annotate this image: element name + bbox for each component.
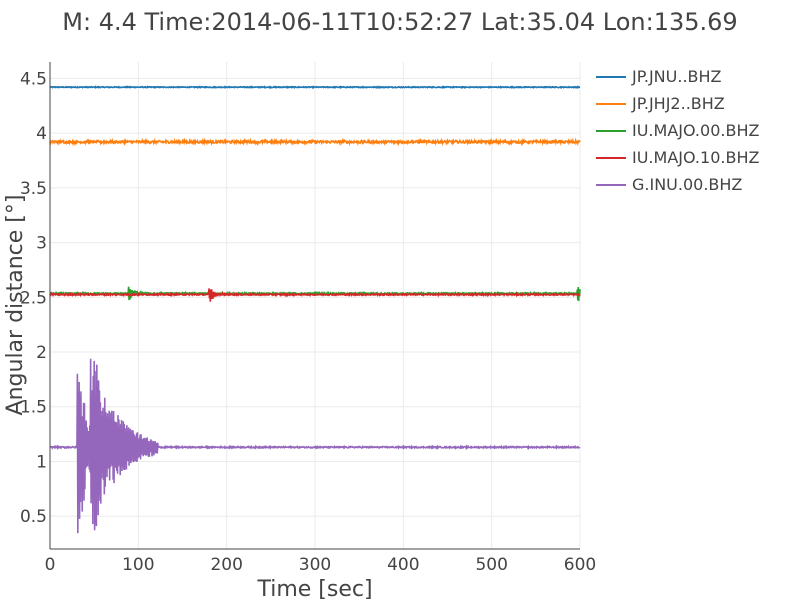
legend-label: IU.MAJO.00.BHZ (632, 121, 759, 140)
y-tick-label: 1 (36, 452, 47, 472)
legend-label: G.INU.00.BHZ (632, 175, 742, 194)
axes (49, 62, 580, 550)
trace-iu-majo-10-bhz (49, 288, 581, 302)
y-tick-label: 2 (36, 343, 47, 363)
trace-jp-jnu-bhz (49, 85, 581, 90)
x-tick-label: 300 (299, 555, 331, 575)
x-axis-label: Time [sec] (256, 577, 372, 600)
trace-iu-majo-00-bhz (49, 286, 581, 301)
y-tick-label: 3.5 (20, 179, 47, 199)
legend-item[interactable]: IU.MAJO.00.BHZ (596, 121, 759, 140)
gridlines (50, 62, 581, 549)
x-tick-label: 200 (210, 555, 242, 575)
legend-label: JP.JHJ2..BHZ (631, 94, 725, 113)
legend-item[interactable]: JP.JHJ2..BHZ (596, 94, 725, 113)
legend-item[interactable]: G.INU.00.BHZ (596, 175, 742, 194)
y-axis-label: Angular distance [°] (3, 195, 28, 416)
y-tick-label: 4 (36, 124, 47, 144)
chart-title: M: 4.4 Time:2014-06-11T10:52:27 Lat:35.0… (62, 8, 737, 36)
y-tick-label: 3 (36, 234, 47, 254)
x-tick-label: 400 (387, 555, 419, 575)
x-tick-labels: 0 100 200 300 400 500 600 (45, 555, 597, 575)
x-tick-label: 100 (122, 555, 154, 575)
legend-item[interactable]: IU.MAJO.10.BHZ (596, 148, 759, 167)
y-tick-label: 1.5 (20, 398, 47, 418)
trace-g-inu-00-bhz (49, 358, 581, 534)
y-tick-label: 4.5 (20, 69, 47, 89)
y-tick-label: 0.5 (20, 507, 47, 527)
traces (49, 85, 581, 534)
trace-jp-jhj2-bhz (49, 137, 581, 147)
legend: JP.JNU..BHZ JP.JHJ2..BHZ IU.MAJO.00.BHZ IU.… (596, 67, 759, 194)
legend-item[interactable]: JP.JNU..BHZ (596, 67, 722, 86)
x-tick-label: 600 (564, 555, 596, 575)
legend-label: IU.MAJO.10.BHZ (632, 148, 759, 167)
y-tick-labels: 0.5 1 1.5 2 2.5 3 3.5 4 4.5 (20, 69, 47, 527)
x-tick-label: 0 (45, 555, 56, 575)
x-tick-label: 500 (475, 555, 507, 575)
legend-label: JP.JNU..BHZ (631, 67, 722, 86)
y-tick-label: 2.5 (20, 288, 47, 308)
